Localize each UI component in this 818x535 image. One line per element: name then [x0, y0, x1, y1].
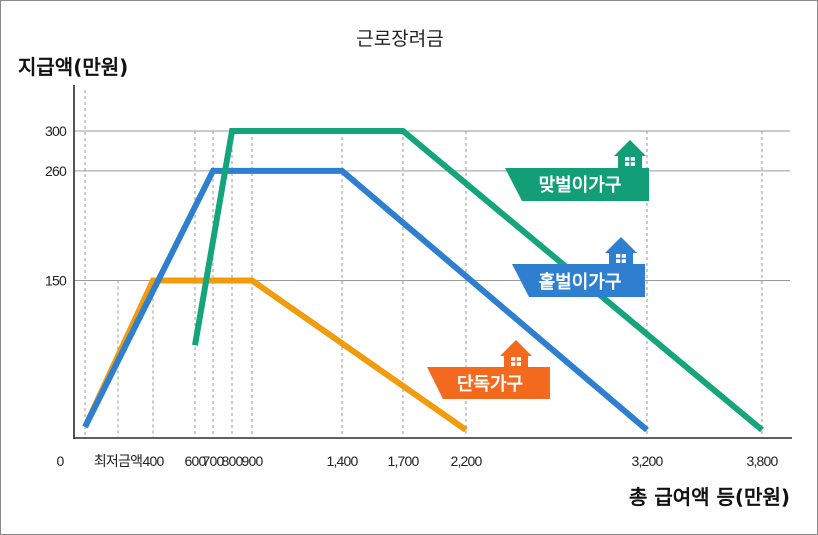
y-tick-label: 150: [45, 273, 67, 289]
chart-title: 근로장려금: [356, 28, 443, 50]
x-tick-label: 700: [203, 453, 225, 469]
axes: [73, 85, 792, 439]
house-icon: [614, 140, 646, 156]
y-tick-label: 300: [45, 123, 67, 139]
x-tick-label: 0: [57, 453, 65, 469]
legend-label-single-income: 홑벌이가구: [512, 237, 645, 297]
x-tick-label: 1,400: [326, 453, 358, 469]
legend-label-dual-income: 맞벌이가구: [505, 140, 649, 201]
grid-lines: [74, 90, 790, 437]
legend-text-single-person: 단독가구: [457, 374, 523, 395]
x-tick-label: 2,200: [450, 453, 482, 469]
legend-box-single-person: [427, 367, 550, 399]
y-tick-label: 260: [45, 163, 67, 179]
x-tick-label: 400: [143, 453, 165, 469]
legend-text-single-income: 홑벌이가구: [539, 271, 622, 293]
y-axis-title: 지급액(만원): [18, 55, 128, 79]
x-tick-label: 3,800: [746, 453, 778, 469]
legend-text-dual-income: 맞벌이가구: [539, 175, 622, 196]
x-axis-title: 총 급여액 등(만원): [629, 485, 790, 509]
x-tick-label: 3,200: [631, 453, 663, 469]
x-tick-label: 1,700: [387, 453, 419, 469]
series-line-0: [82, 277, 468, 433]
legend-box-dual-income: [505, 168, 649, 201]
series-line-1: [82, 167, 649, 433]
x-tick-label: 최저금액: [94, 453, 142, 469]
x-tick-label: 900: [242, 453, 264, 469]
x-tick-label: 800: [222, 453, 244, 469]
x-tick-label: 600: [185, 453, 207, 469]
house-icon: [500, 340, 532, 356]
house-icon: [605, 237, 637, 253]
legend-box-single-income: [512, 264, 645, 297]
legend-label-single-person: 단독가구: [427, 340, 550, 399]
